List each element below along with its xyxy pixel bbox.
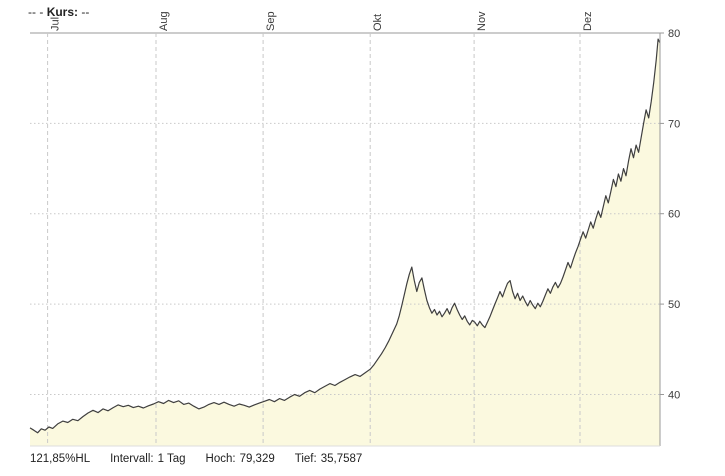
legend-date-placeholder: --	[28, 5, 36, 19]
legend-series-label: Kurs:	[46, 5, 79, 19]
y-tick-label: 60	[668, 209, 680, 221]
high-value: 79,329	[239, 453, 275, 465]
low-stat: Tief: 35,7587	[295, 453, 363, 465]
high-label: Hoch:	[205, 453, 236, 465]
y-tick-label: 80	[668, 28, 680, 40]
month-label: Aug	[158, 11, 170, 31]
month-label: Sep	[265, 11, 277, 31]
y-tick-label: 40	[668, 390, 680, 402]
legend-separator: -	[39, 5, 44, 19]
high-stat: Hoch: 79,329	[206, 453, 275, 465]
y-tick-label: 70	[668, 118, 680, 130]
price-line	[29, 38, 661, 434]
y-tick-label: 50	[668, 299, 680, 311]
area-fill	[30, 39, 660, 446]
low-label: Tief:	[294, 453, 317, 465]
interval-value: 1 Tag	[157, 453, 186, 465]
plot-area[interactable]	[30, 33, 660, 446]
month-label: Okt	[372, 14, 384, 31]
interval-label: Intervall:	[110, 453, 154, 465]
legend-value-placeholder: --	[81, 5, 90, 19]
month-label: Dez	[582, 11, 594, 31]
legend: -- - Kurs: --	[28, 5, 89, 19]
month-label: Nov	[476, 11, 488, 31]
performance-stat: 121,85%HL	[30, 453, 91, 465]
stats-bar: 121,85%HL Intervall: 1 Tag Hoch: 79,329 Ti…	[30, 453, 362, 465]
interval-stat: Intervall: 1 Tag	[110, 453, 185, 465]
month-label: Jul	[50, 17, 62, 31]
low-value: 35,7587	[320, 453, 363, 465]
